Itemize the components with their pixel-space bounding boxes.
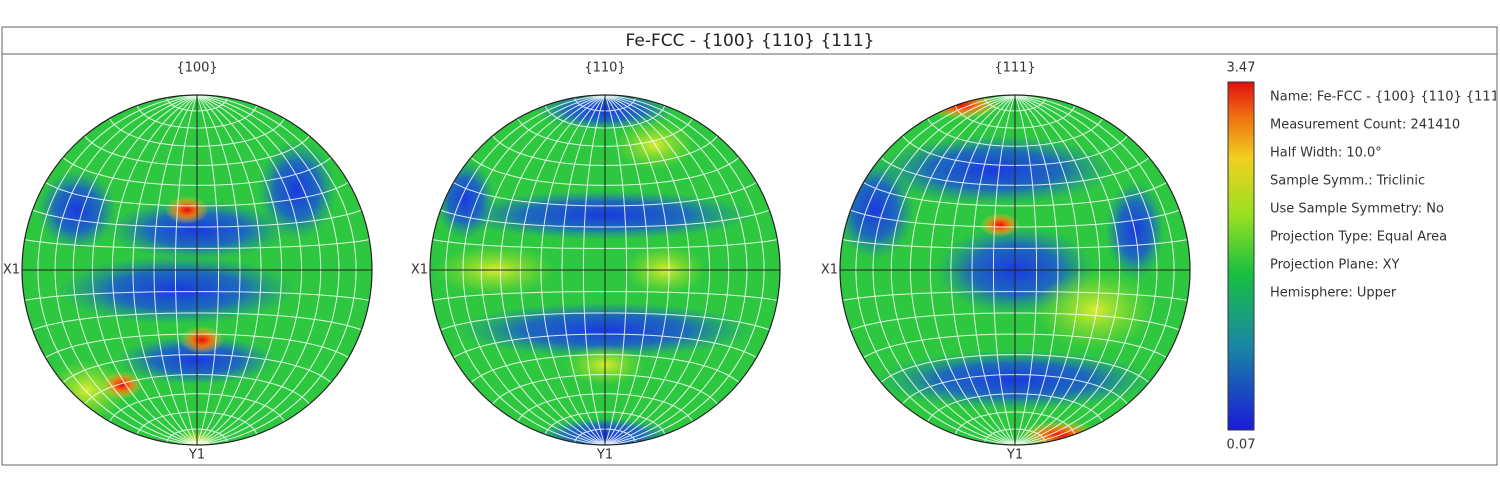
- info-line: Projection Plane: XY: [1270, 258, 1399, 273]
- intensity-blob: [57, 255, 297, 325]
- y-axis-label: Y1: [188, 448, 205, 463]
- info-line: Hemisphere: Upper: [1270, 286, 1397, 301]
- info-line: Name: Fe-FCC - {100} {110} {111}: [1270, 90, 1500, 105]
- pole-figure: {110} X1 Y1: [411, 61, 781, 463]
- outline: [839, 94, 1191, 446]
- figure-label: {111}: [994, 61, 1035, 76]
- intensity-blob: [37, 170, 117, 250]
- intensity-blob: [257, 140, 337, 240]
- info-line: Measurement Count: 241410: [1270, 118, 1460, 133]
- info-line: Use Sample Symmetry: No: [1270, 202, 1444, 217]
- y-axis-label: Y1: [1006, 448, 1023, 463]
- intensity-blob: [180, 326, 224, 354]
- outline: [21, 94, 373, 446]
- title: Fe-FCC - {100} {110} {111}: [626, 31, 875, 51]
- x-axis-label: X1: [3, 263, 20, 278]
- pole-figure: {100} X1 Y1: [3, 61, 373, 463]
- figure-label: {110}: [584, 61, 625, 76]
- intensity-blob: [1035, 270, 1155, 350]
- colorbar-max: 3.47: [1227, 61, 1256, 76]
- x-axis-label: X1: [411, 263, 428, 278]
- intensity-blob: [102, 371, 142, 399]
- intensity-blob: [165, 196, 209, 224]
- intensity-blob: [980, 213, 1020, 237]
- info-line: Half Width: 10.0°: [1270, 146, 1382, 161]
- info-line: Projection Type: Equal Area: [1270, 230, 1447, 245]
- colorbar-min: 0.07: [1227, 438, 1256, 453]
- outline: [429, 94, 781, 446]
- x-axis-label: X1: [821, 263, 838, 278]
- info-line: Sample Symm.: Triclinic: [1270, 174, 1425, 189]
- colorbar: [1227, 81, 1255, 431]
- intensity-blob: [875, 135, 1115, 205]
- figure-label: {100}: [176, 61, 217, 76]
- y-axis-label: Y1: [596, 448, 613, 463]
